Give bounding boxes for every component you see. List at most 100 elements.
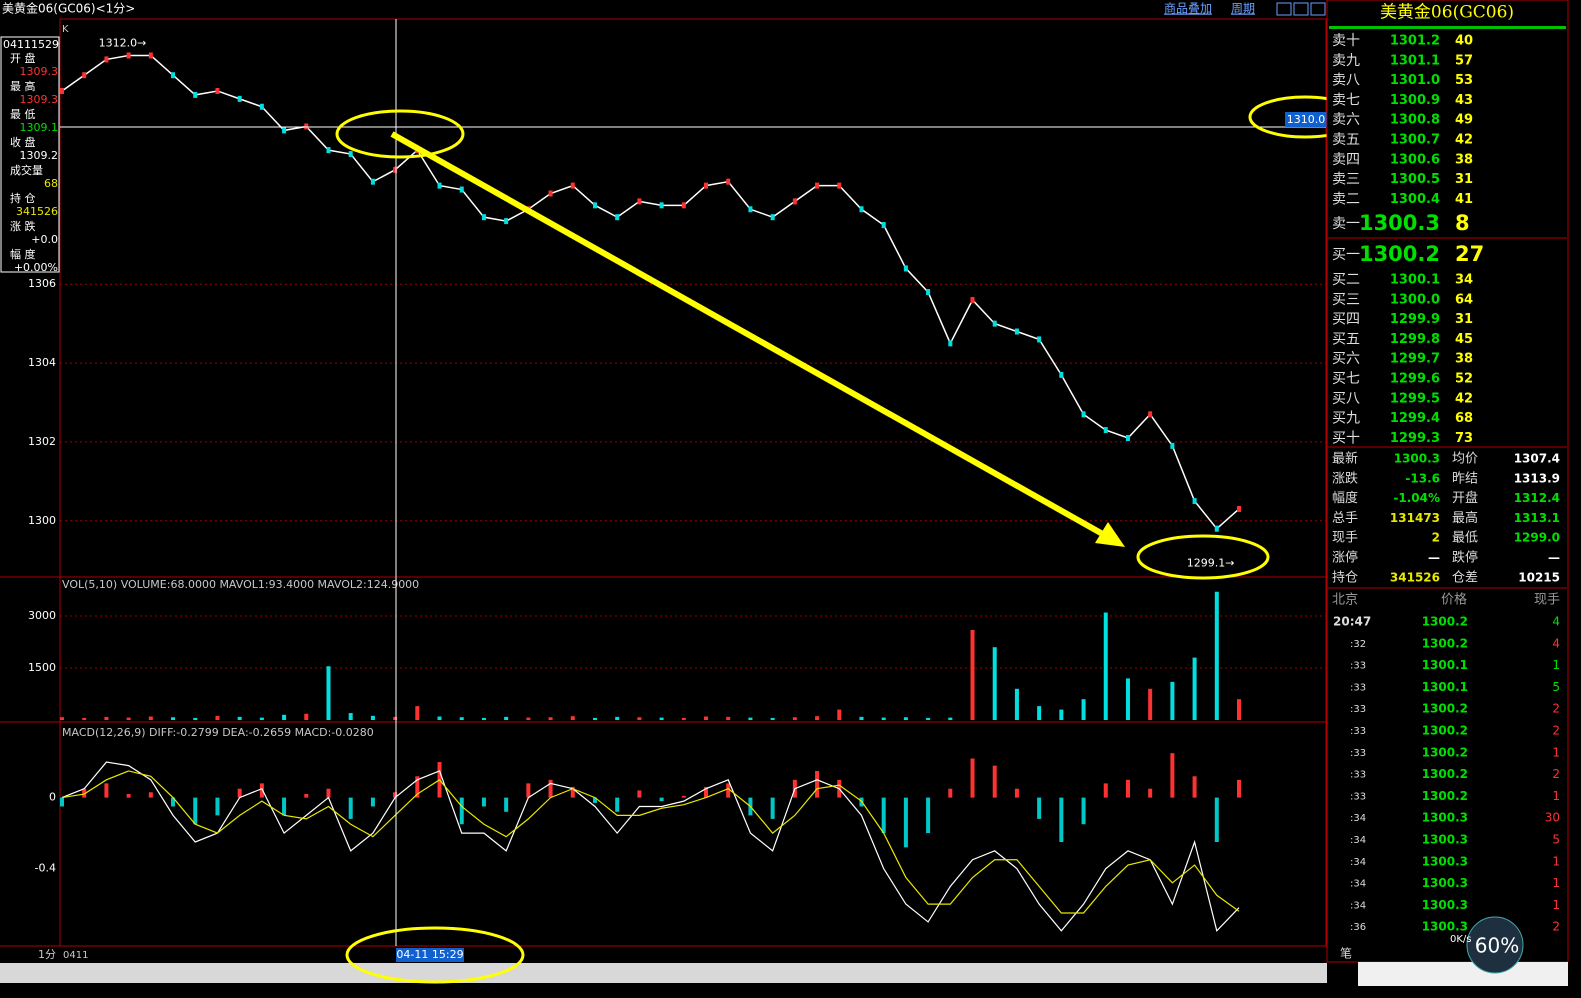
trade-size: 2 xyxy=(1552,920,1560,934)
period-label: 1分 xyxy=(38,948,56,961)
trade-time: :34 xyxy=(1350,879,1366,890)
nav-button[interactable] xyxy=(1310,2,1326,16)
overlay-button[interactable]: 商品叠加 xyxy=(1164,1,1212,16)
book-price: 1300.0 xyxy=(1390,292,1440,307)
macd-bar xyxy=(1059,797,1064,842)
volume-bar xyxy=(1125,678,1130,720)
macd-bar xyxy=(570,786,575,798)
volume-bar xyxy=(681,717,686,720)
trade-price: 1300.3 xyxy=(1422,854,1468,868)
book-price: 1299.3 xyxy=(1390,431,1440,446)
cursor-price-box xyxy=(1285,112,1327,127)
book-size: 38 xyxy=(1455,152,1473,167)
trade-size: 1 xyxy=(1552,898,1560,912)
stat-label: 均价 xyxy=(1452,452,1478,467)
stat-value: 341526 xyxy=(1390,570,1440,584)
macd-title: MACD(12,26,9) DIFF:-0.2799 DEA:-0.2659 M… xyxy=(62,726,374,739)
volume-bar xyxy=(1170,681,1175,720)
trade-time: :32 xyxy=(1350,639,1366,650)
highlight-ellipse xyxy=(335,109,465,159)
macd-bar xyxy=(259,783,264,798)
price-candle xyxy=(1014,328,1019,335)
stat-value: — xyxy=(1548,551,1560,565)
trade-size: 1 xyxy=(1552,854,1560,868)
price-candle xyxy=(1103,427,1108,434)
price-candle xyxy=(1170,442,1175,449)
macd-bar xyxy=(1170,753,1175,798)
book-price: 1300.9 xyxy=(1390,93,1440,108)
macd-bar xyxy=(459,797,464,825)
stat-value: — xyxy=(1428,551,1440,565)
trade-size: 5 xyxy=(1552,680,1560,694)
macd-bar xyxy=(171,797,176,807)
book-size: 38 xyxy=(1455,352,1473,367)
price-candle xyxy=(926,289,931,296)
price-candle xyxy=(282,127,287,134)
book-size: 41 xyxy=(1455,192,1473,207)
macd-bar xyxy=(215,797,220,816)
macd-bar xyxy=(1081,797,1086,825)
speed-widget[interactable] xyxy=(1466,916,1524,974)
volume-bar xyxy=(104,716,109,720)
quote-panel xyxy=(1326,0,1569,963)
ime-toolbar[interactable] xyxy=(1358,962,1568,986)
book-size: 27 xyxy=(1455,242,1484,266)
macd-bar xyxy=(326,788,331,798)
nav-button[interactable] xyxy=(1293,2,1309,16)
macd-bar xyxy=(548,779,553,798)
volume-bar xyxy=(659,717,664,720)
info-value: +0.00% xyxy=(14,261,58,274)
price-candle xyxy=(82,72,87,79)
macd-bar xyxy=(726,783,731,798)
trade-time: :36 xyxy=(1350,922,1366,933)
cursor-time: 04-11 15:29 xyxy=(396,948,463,961)
book-label: 买三 xyxy=(1332,292,1360,308)
book-label: 卖十 xyxy=(1332,33,1360,49)
trade-size: 2 xyxy=(1552,767,1560,781)
price-candle xyxy=(792,198,797,205)
macd-bar xyxy=(815,770,820,798)
price-candle xyxy=(393,166,398,173)
trade-size: 2 xyxy=(1552,702,1560,716)
y-tick-label: 1500 xyxy=(28,661,56,674)
trade-time: :33 xyxy=(1350,682,1366,693)
book-price: 1299.7 xyxy=(1390,352,1440,367)
stat-value: 1313.9 xyxy=(1514,471,1560,485)
y-tick-label: 1304 xyxy=(28,356,56,369)
y-tick-label: 1302 xyxy=(28,435,56,448)
macd-line xyxy=(61,761,1240,932)
period-button[interactable]: 周期 xyxy=(1231,2,1255,16)
volume-bar xyxy=(526,717,531,720)
info-value: 341526 xyxy=(16,205,58,218)
price-candle xyxy=(1214,525,1219,532)
macd-bar xyxy=(504,797,509,812)
stat-label: 涨停 xyxy=(1332,550,1358,566)
price-candle xyxy=(637,198,642,205)
stat-label: 持仓 xyxy=(1332,570,1358,585)
volume-bar xyxy=(326,666,331,720)
macd-bar xyxy=(282,797,287,816)
stat-value: 10215 xyxy=(1518,570,1560,584)
trade-price: 1300.3 xyxy=(1422,833,1468,847)
volume-bar xyxy=(481,717,486,720)
price-candle xyxy=(504,218,509,225)
volume-bar xyxy=(415,706,420,720)
stat-label: 跌停 xyxy=(1452,550,1478,566)
volume-bar xyxy=(370,715,375,720)
volume-bar xyxy=(193,717,198,720)
price-candle xyxy=(704,182,709,189)
price-candle xyxy=(459,186,464,193)
trade-time: :34 xyxy=(1350,813,1366,824)
book-size: 52 xyxy=(1455,372,1473,387)
macd-bar xyxy=(393,792,398,798)
scrollbar[interactable] xyxy=(0,963,1327,983)
macd-bar xyxy=(237,788,242,798)
nav-button[interactable] xyxy=(1276,2,1292,16)
trade-price: 1300.2 xyxy=(1422,767,1468,781)
arrow-head xyxy=(1095,522,1125,547)
stat-value: -13.6 xyxy=(1405,471,1440,485)
macd-bar xyxy=(615,797,620,812)
macd-bar xyxy=(415,776,420,798)
book-price: 1299.8 xyxy=(1390,332,1440,347)
stat-value: -1.04% xyxy=(1393,491,1440,505)
